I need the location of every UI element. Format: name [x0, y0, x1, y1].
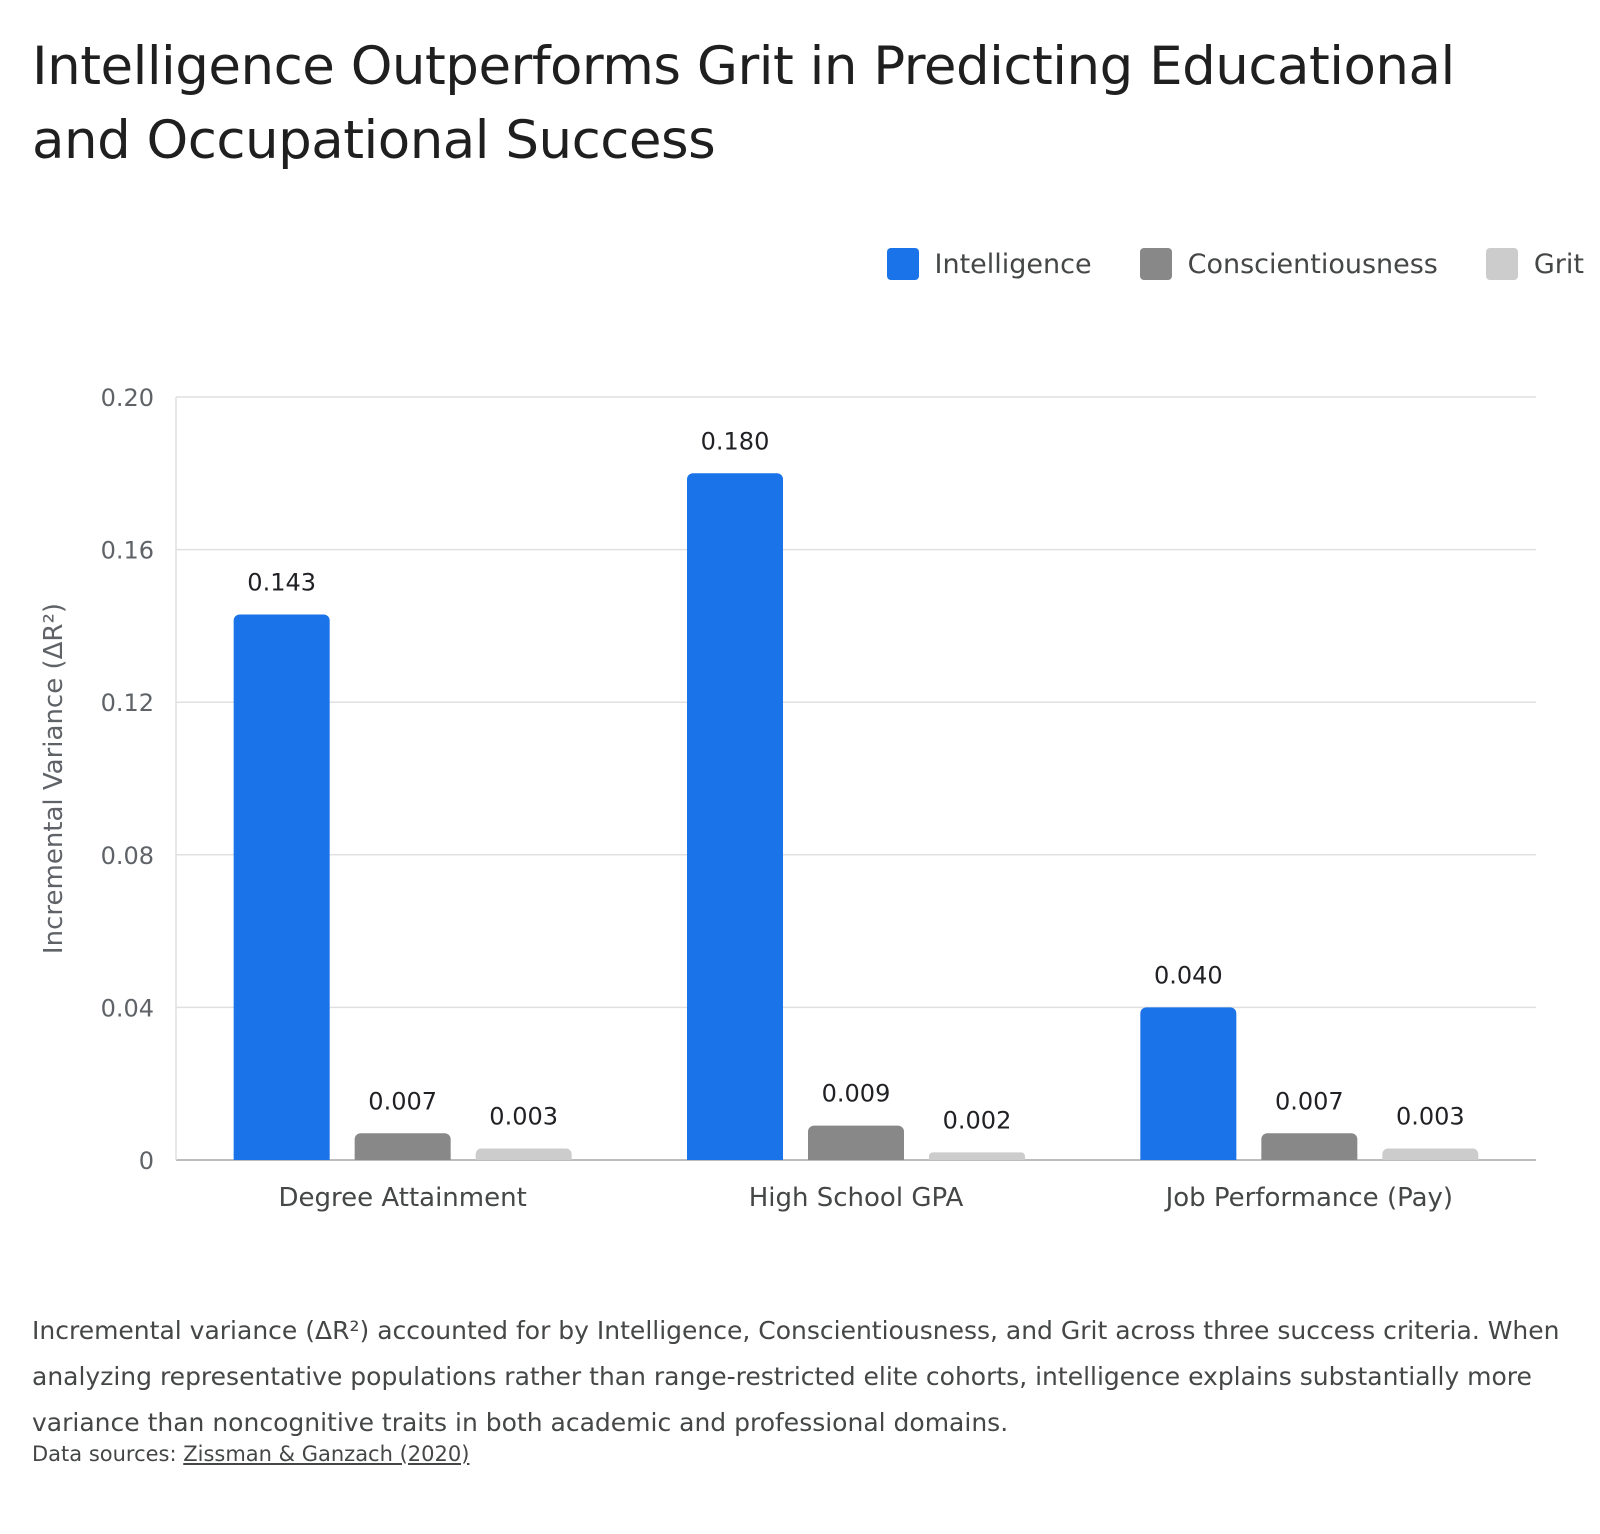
- bar-base: [808, 1154, 904, 1160]
- y-tick-label: 0.08: [101, 842, 154, 870]
- bar-conscientiousness: [808, 1125, 904, 1160]
- bar-conscientiousness: [1261, 1133, 1358, 1160]
- bar-base: [687, 1154, 783, 1160]
- legend-swatch: [1485, 248, 1518, 280]
- bar-intelligence: [233, 614, 330, 1160]
- legend-item-intelligence: Intelligence: [886, 248, 1092, 280]
- legend-item-grit: Grit: [1485, 248, 1584, 280]
- chart-title: Intelligence Outperforms Grit in Predict…: [32, 36, 1455, 171]
- data-label: 0.009: [822, 1080, 891, 1108]
- data-label: 0.003: [1396, 1103, 1465, 1131]
- data-label: 0.007: [368, 1087, 437, 1115]
- source-prefix: Data sources:: [32, 1442, 184, 1466]
- x-category-label: Degree Attainment: [279, 1183, 527, 1213]
- source-link[interactable]: Zissman & Ganzach (2020): [183, 1442, 470, 1466]
- legend-label: Grit: [1533, 248, 1584, 280]
- legend: Intelligence Conscientiousness Grit: [886, 248, 1584, 280]
- x-category-label: High School GPA: [749, 1183, 964, 1213]
- bar-base: [1382, 1154, 1479, 1160]
- chart-caption: Incremental variance (ΔR²) accounted for…: [32, 1316, 1560, 1437]
- bar-base: [929, 1156, 1025, 1160]
- y-tick-label: 0.20: [101, 384, 154, 412]
- bar-base: [475, 1154, 572, 1160]
- bar-base: [354, 1154, 451, 1160]
- y-tick-label: 0.04: [101, 994, 154, 1022]
- data-label: 0.180: [701, 427, 770, 455]
- legend-swatch: [1139, 248, 1172, 280]
- data-label: 0.007: [1275, 1087, 1344, 1115]
- data-label: 0.003: [489, 1103, 558, 1131]
- legend-label: Conscientiousness: [1187, 248, 1438, 280]
- y-tick-label: 0: [139, 1147, 154, 1175]
- legend-swatch: [886, 248, 919, 280]
- data-source: Data sources: Zissman & Ganzach (2020): [32, 1442, 469, 1466]
- bar-base: [1261, 1154, 1358, 1160]
- bar-base: [1140, 1154, 1237, 1160]
- y-axis-label: Incremental Variance (ΔR²): [39, 603, 69, 954]
- bar-chart: 0 0.04 0.08 0.12 0.16 0.20 Incremental Varianc…: [39, 384, 1536, 1213]
- bar-conscientiousness: [354, 1133, 451, 1160]
- legend-label: Intelligence: [934, 248, 1092, 280]
- bar-base: [233, 1154, 330, 1160]
- data-label: 0.040: [1154, 961, 1223, 989]
- legend-item-conscientiousness: Conscientiousness: [1139, 248, 1438, 280]
- y-tick-label: 0.16: [101, 537, 154, 565]
- data-label: 0.002: [943, 1106, 1012, 1134]
- bar-intelligence: [687, 473, 783, 1160]
- y-tick-label: 0.12: [101, 689, 154, 717]
- bar-intelligence: [1140, 1007, 1237, 1160]
- x-category-label: Job Performance (Pay): [1164, 1183, 1454, 1213]
- data-label: 0.143: [247, 568, 316, 596]
